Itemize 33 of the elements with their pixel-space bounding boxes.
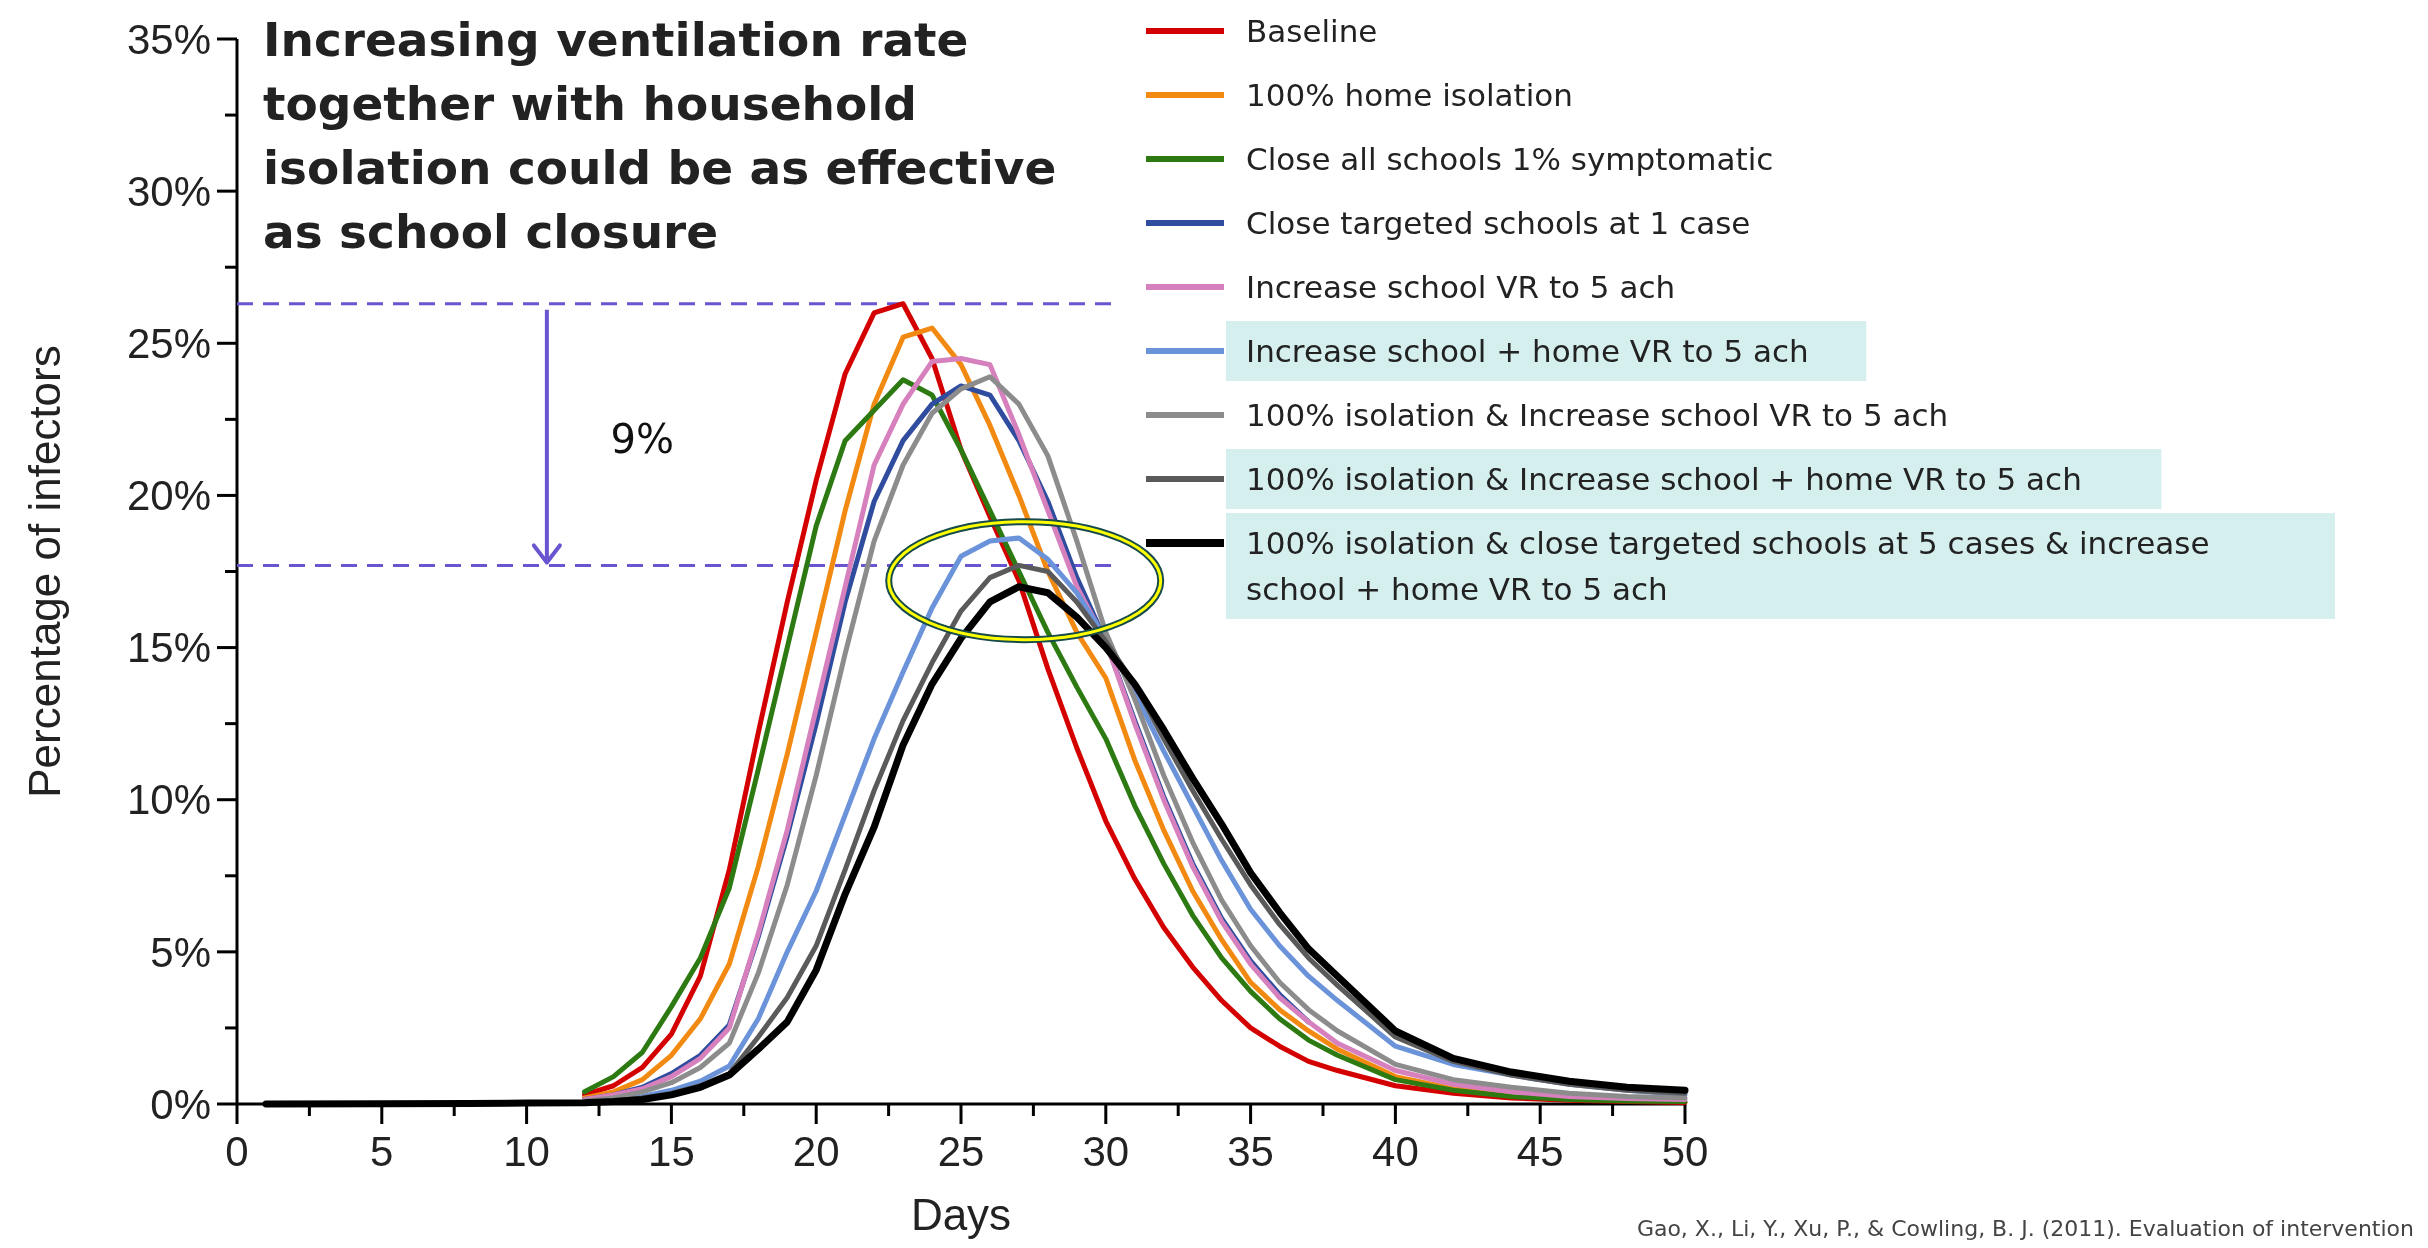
x-tick-label: 45 xyxy=(1516,1128,1564,1175)
y-tick-label: 10% xyxy=(126,776,211,824)
y-tick-label: 15% xyxy=(126,624,211,672)
y-tick-label: 5% xyxy=(150,928,211,976)
x-tick-label: 25 xyxy=(937,1128,985,1175)
x-tick-label: 40 xyxy=(1372,1128,1419,1175)
y-tick-label: 25% xyxy=(126,319,211,367)
text: Gao, X., Li, Y., Xu, P., & Cowling, B. J. (2011). Evaluation of intervention xyxy=(1636,1216,2414,1241)
x-tick-label: 0 xyxy=(225,1128,249,1175)
x-tick-label: 35 xyxy=(1227,1128,1274,1175)
legend-label: Increase school + home VR to 5 ach xyxy=(1246,333,1809,369)
text: Increasing ventilation rate together with household isolation could be as effective as school closure xyxy=(263,12,1057,259)
legend-label: 100% home isolation xyxy=(1246,77,1573,113)
x-tick-label: 50 xyxy=(1661,1128,1709,1175)
x-axis-title: Days xyxy=(910,1190,1012,1239)
y-axis-title: Percentage of infectors xyxy=(20,345,69,798)
annotation: 9% xyxy=(610,415,675,462)
x-tick-label: 10 xyxy=(503,1128,550,1175)
y-tick-label: 20% xyxy=(126,472,211,520)
legend-label: Increase school VR to 5 ach xyxy=(1246,269,1676,305)
y-tick-label: 0% xyxy=(150,1080,211,1128)
x-tick-label: 20 xyxy=(792,1128,840,1175)
legend-label: Close all schools 1% symptomatic xyxy=(1246,141,1774,177)
x-tick-label: 30 xyxy=(1082,1128,1130,1175)
legend-label: 100% isolation & Increase school + home VR to 5 ach xyxy=(1246,461,2082,497)
y-tick-label: 30% xyxy=(126,167,211,215)
legend-label: Baseline xyxy=(1246,13,1378,49)
legend-label: 100% isolation & Increase school VR to 5 ach xyxy=(1246,397,1949,433)
x-tick-label: 5 xyxy=(370,1128,394,1175)
x-tick-label: 15 xyxy=(648,1128,695,1175)
legend-label: 100% isolation & close targeted schools at 5 cases & increase school + home VR to 5 ach xyxy=(1246,525,2210,607)
legend-label: Close targeted schools at 1 case xyxy=(1246,205,1751,241)
y-tick-label: 35% xyxy=(126,15,211,63)
